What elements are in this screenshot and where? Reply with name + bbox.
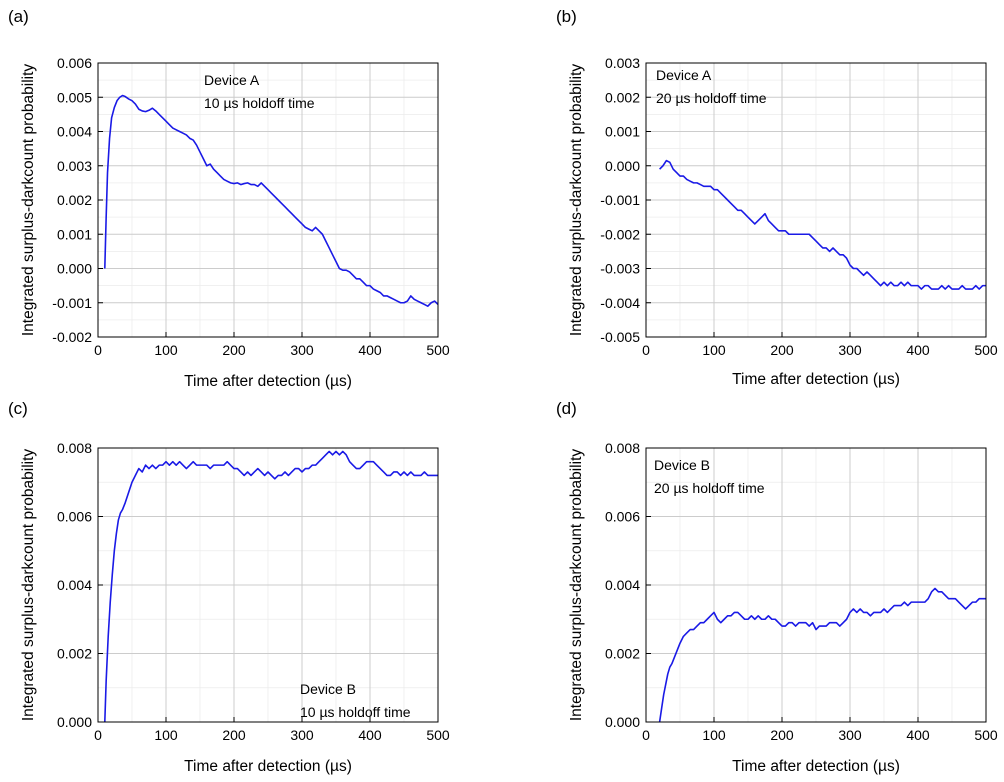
- y-tick-label: 0.000: [605, 714, 640, 730]
- x-tick-label: 400: [906, 342, 930, 358]
- x-axis-title: Time after detection (µs): [184, 373, 352, 390]
- y-tick-label: 0.008: [57, 440, 92, 456]
- x-tick-label: 500: [426, 342, 450, 358]
- y-axis-title: Integrated surplus-darkcount probability: [568, 449, 585, 722]
- x-tick-label: 300: [290, 727, 314, 743]
- x-tick-label: 0: [642, 727, 650, 743]
- y-tick-label: -0.004: [600, 295, 640, 311]
- y-tick-label: -0.002: [52, 329, 92, 345]
- panel-letter: (b): [556, 7, 577, 26]
- y-tick-label: 0.000: [57, 261, 92, 277]
- x-tick-label: 200: [222, 342, 246, 358]
- y-tick-label: 0.004: [57, 124, 92, 140]
- y-axis-title: Integrated surplus-darkcount probability: [20, 64, 37, 337]
- y-tick-label: 0.002: [57, 646, 92, 662]
- x-tick-label: 100: [154, 727, 178, 743]
- y-tick-label: 0.004: [605, 577, 640, 593]
- x-tick-label: 100: [702, 342, 726, 358]
- series-line: [658, 587, 986, 723]
- y-tick-label: 0.002: [57, 192, 92, 208]
- y-tick-label: -0.005: [600, 329, 640, 345]
- chart-panel-2: (b) 0 100 200 300 400 500 -0.005 -0.004 -0.003 -0.…: [556, 7, 998, 388]
- annotation-line: 20 µs holdoff time: [654, 480, 765, 496]
- y-tick-label: 0.003: [605, 55, 640, 71]
- annotation-line: Device A: [204, 72, 260, 88]
- chart-panel-4: (d) 0 100 200 300 400 500 0.000 0.002 0.004 0.006 0…: [556, 399, 998, 775]
- x-axis-title: Time after detection (µs): [184, 758, 352, 775]
- chart-panel-1: (a) 0 100 200 300 400 500 -0.002 -0.001 0.000 0.00…: [8, 7, 450, 390]
- y-tick-label: 0.005: [57, 89, 92, 105]
- x-tick-label: 100: [154, 342, 178, 358]
- series-line: [659, 159, 986, 290]
- y-axis-title: Integrated surplus-darkcount probability: [20, 449, 37, 722]
- annotation-line: Device B: [300, 681, 356, 697]
- x-tick-label: 300: [290, 342, 314, 358]
- panel-letter: (d): [556, 399, 577, 418]
- x-tick-label: 500: [974, 342, 998, 358]
- y-tick-label: 0.002: [605, 89, 640, 105]
- y-tick-label: 0.006: [57, 55, 92, 71]
- annotation-line: 10 µs holdoff time: [300, 704, 411, 720]
- x-tick-label: 200: [770, 727, 794, 743]
- chart-panel-3: (c) 0 100 200 300 400 500 0.000 0.002 0.004 0.006 0…: [8, 399, 450, 775]
- x-tick-label: 200: [222, 727, 246, 743]
- y-tick-label: 0.006: [605, 509, 640, 525]
- panel-letter: (c): [8, 399, 28, 418]
- x-tick-label: 0: [94, 342, 102, 358]
- x-tick-label: 0: [642, 342, 650, 358]
- x-tick-label: 300: [838, 342, 862, 358]
- x-tick-label: 0: [94, 727, 102, 743]
- y-tick-label: 0.001: [57, 226, 92, 242]
- y-tick-label: 0.004: [57, 577, 92, 593]
- y-tick-label: -0.002: [600, 226, 640, 242]
- y-tick-label: 0.002: [605, 646, 640, 662]
- y-tick-label: 0.003: [57, 158, 92, 174]
- series-line: [104, 94, 439, 307]
- y-tick-label: 0.008: [605, 440, 640, 456]
- x-tick-label: 100: [702, 727, 726, 743]
- y-tick-label: -0.003: [600, 261, 640, 277]
- annotation-line: Device A: [656, 67, 712, 83]
- y-tick-label: -0.001: [600, 192, 640, 208]
- x-axis-title: Time after detection (µs): [732, 371, 900, 388]
- y-tick-label: 0.001: [605, 124, 640, 140]
- x-tick-label: 300: [838, 727, 862, 743]
- annotation-line: 10 µs holdoff time: [204, 95, 315, 111]
- y-tick-label: -0.001: [52, 295, 92, 311]
- y-axis-title: Integrated surplus-darkcount probability: [568, 64, 585, 337]
- y-tick-label: 0.000: [57, 714, 92, 730]
- y-tick-label: 0.006: [57, 509, 92, 525]
- x-tick-label: 500: [974, 727, 998, 743]
- x-tick-label: 400: [358, 727, 382, 743]
- series-line: [104, 450, 438, 723]
- x-axis-title: Time after detection (µs): [732, 758, 900, 775]
- annotation-line: Device B: [654, 457, 710, 473]
- x-tick-label: 400: [358, 342, 382, 358]
- y-tick-label: 0.000: [605, 158, 640, 174]
- annotation-line: 20 µs holdoff time: [656, 90, 767, 106]
- x-tick-label: 200: [770, 342, 794, 358]
- x-tick-label: 500: [426, 727, 450, 743]
- panel-letter: (a): [8, 7, 29, 26]
- x-tick-label: 400: [906, 727, 930, 743]
